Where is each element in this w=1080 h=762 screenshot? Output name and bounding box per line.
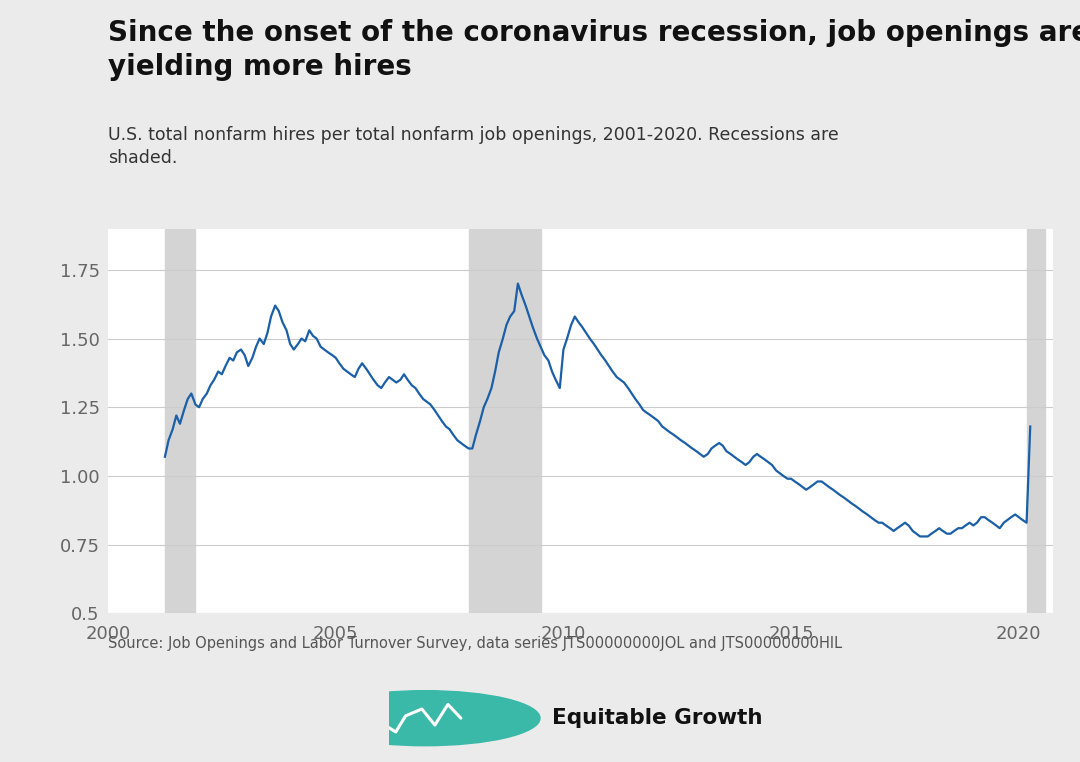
Text: U.S. total nonfarm hires per total nonfarm job openings, 2001-2020. Recessions a: U.S. total nonfarm hires per total nonfa… (108, 126, 839, 167)
Text: Equitable Growth: Equitable Growth (552, 708, 762, 728)
Bar (165, 229, 195, 613)
Text: Source: Job Openings and Labor Turnover Survey, data series JTS00000000JOL and J: Source: Job Openings and Labor Turnover … (108, 636, 842, 652)
Bar (1027, 229, 1045, 613)
Text: Since the onset of the coronavirus recession, job openings are
yielding more hir: Since the onset of the coronavirus reces… (108, 19, 1080, 81)
Bar (469, 229, 541, 613)
Circle shape (310, 690, 540, 746)
